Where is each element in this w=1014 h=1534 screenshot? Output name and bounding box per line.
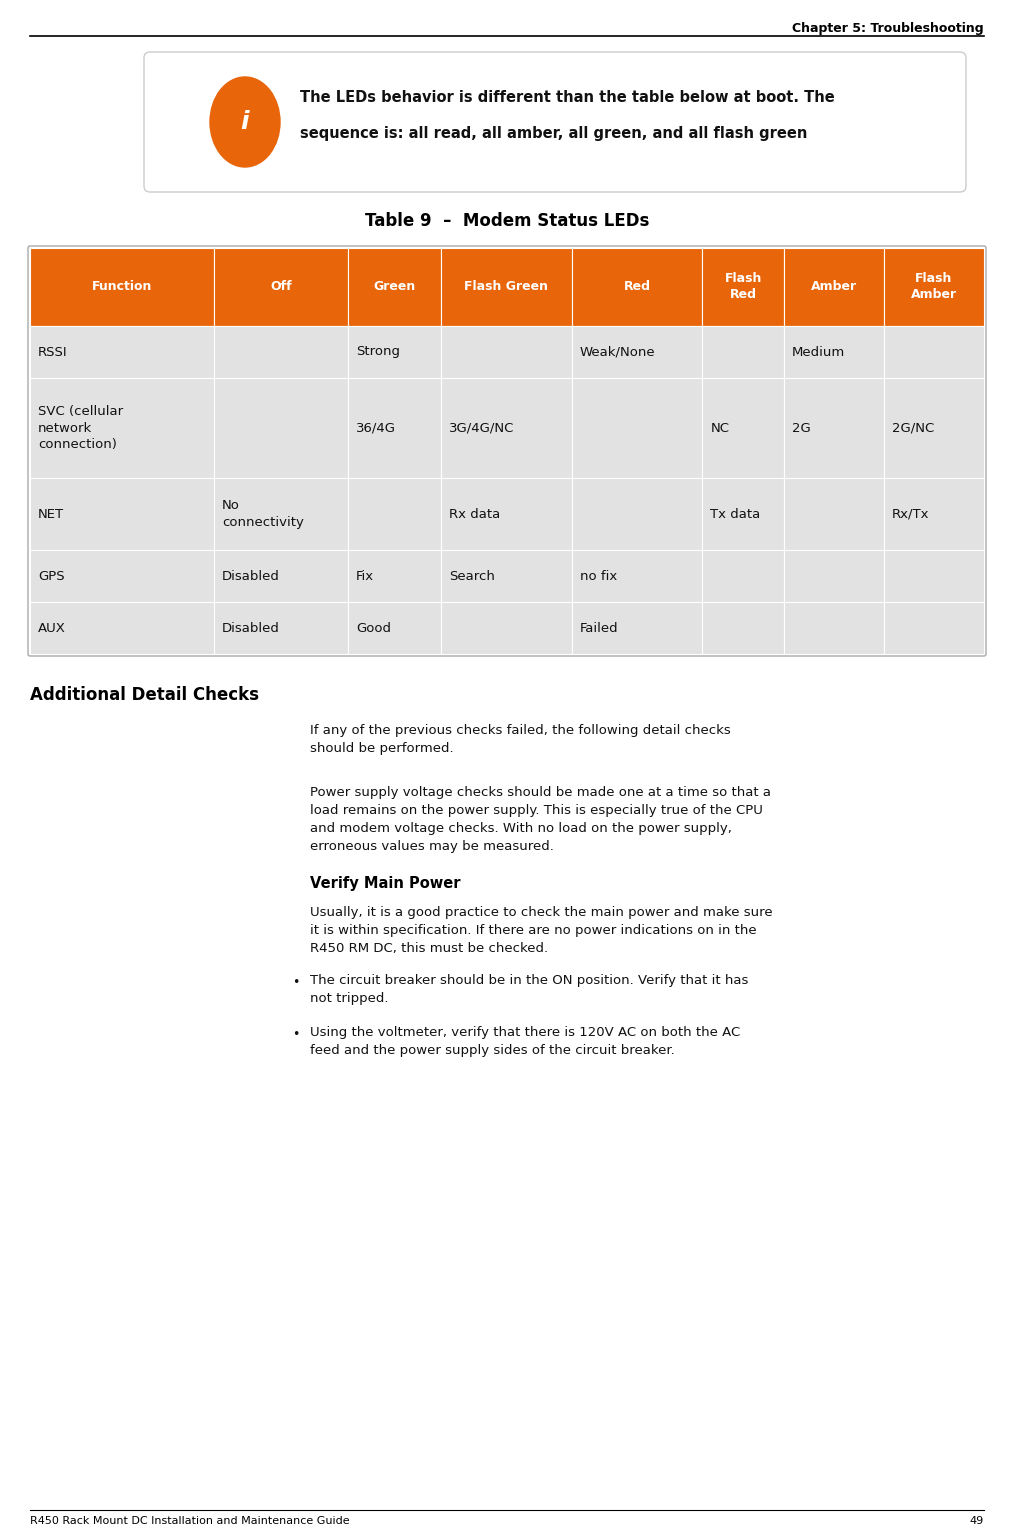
Bar: [441, 551, 572, 601]
Bar: [348, 377, 441, 479]
Bar: [572, 601, 703, 653]
Bar: [30, 601, 214, 653]
Text: The LEDs behavior is different than the table below at boot. The: The LEDs behavior is different than the …: [300, 91, 835, 104]
Bar: [884, 479, 984, 551]
Bar: [572, 479, 703, 551]
Text: Off: Off: [270, 281, 292, 293]
Text: •: •: [292, 976, 299, 989]
Bar: [884, 327, 984, 377]
Text: Medium: Medium: [792, 345, 846, 359]
Bar: [703, 551, 784, 601]
Text: Additional Detail Checks: Additional Detail Checks: [30, 686, 259, 704]
Bar: [441, 377, 572, 479]
Text: Flash
Amber: Flash Amber: [911, 273, 957, 302]
Text: Verify Main Power: Verify Main Power: [310, 876, 460, 891]
Bar: [784, 551, 884, 601]
Text: GPS: GPS: [38, 569, 65, 583]
Text: RSSI: RSSI: [38, 345, 68, 359]
Text: •: •: [292, 1028, 299, 1042]
Text: Green: Green: [373, 281, 416, 293]
Text: Good: Good: [356, 621, 391, 635]
Bar: [348, 479, 441, 551]
Bar: [214, 249, 348, 327]
Text: i: i: [240, 110, 249, 133]
Text: Amber: Amber: [811, 281, 857, 293]
Bar: [784, 249, 884, 327]
Bar: [441, 601, 572, 653]
Text: R450 Rack Mount DC Installation and Maintenance Guide: R450 Rack Mount DC Installation and Main…: [30, 1516, 350, 1526]
Text: Disabled: Disabled: [222, 569, 280, 583]
Text: Power supply voltage checks should be made one at a time so that a
load remains : Power supply voltage checks should be ma…: [310, 785, 771, 853]
Text: Disabled: Disabled: [222, 621, 280, 635]
Bar: [348, 249, 441, 327]
Bar: [441, 249, 572, 327]
Text: 2G: 2G: [792, 422, 811, 434]
Bar: [572, 327, 703, 377]
Bar: [784, 479, 884, 551]
Text: Failed: Failed: [580, 621, 619, 635]
Bar: [30, 327, 214, 377]
FancyBboxPatch shape: [144, 52, 966, 192]
Bar: [214, 377, 348, 479]
Bar: [441, 327, 572, 377]
Text: The circuit breaker should be in the ON position. Verify that it has
not tripped: The circuit breaker should be in the ON …: [310, 974, 748, 1005]
Text: 2G/NC: 2G/NC: [892, 422, 934, 434]
Text: Weak/None: Weak/None: [580, 345, 655, 359]
Text: Strong: Strong: [356, 345, 400, 359]
Text: Fix: Fix: [356, 569, 374, 583]
Bar: [214, 551, 348, 601]
Text: Flash
Red: Flash Red: [725, 273, 762, 302]
Bar: [348, 601, 441, 653]
Bar: [703, 327, 784, 377]
Bar: [784, 377, 884, 479]
Text: Usually, it is a good practice to check the main power and make sure
it is withi: Usually, it is a good practice to check …: [310, 907, 773, 956]
Text: Table 9  –  Modem Status LEDs: Table 9 – Modem Status LEDs: [365, 212, 649, 230]
Bar: [884, 377, 984, 479]
Bar: [884, 601, 984, 653]
Text: Rx data: Rx data: [449, 508, 500, 520]
Text: NET: NET: [38, 508, 64, 520]
Bar: [884, 249, 984, 327]
Text: Flash Green: Flash Green: [464, 281, 549, 293]
Text: 3G/4G/NC: 3G/4G/NC: [449, 422, 514, 434]
Bar: [30, 551, 214, 601]
Bar: [30, 377, 214, 479]
Bar: [784, 327, 884, 377]
Text: Chapter 5: Troubleshooting: Chapter 5: Troubleshooting: [792, 21, 984, 35]
Text: sequence is: all read, all amber, all green, and all flash green: sequence is: all read, all amber, all gr…: [300, 126, 807, 141]
Text: 36/4G: 36/4G: [356, 422, 396, 434]
Text: Using the voltmeter, verify that there is 120V AC on both the AC
feed and the po: Using the voltmeter, verify that there i…: [310, 1026, 740, 1057]
Bar: [572, 551, 703, 601]
Bar: [30, 249, 214, 327]
Text: Tx data: Tx data: [711, 508, 760, 520]
Bar: [214, 327, 348, 377]
Text: 49: 49: [969, 1516, 984, 1526]
Bar: [703, 249, 784, 327]
Text: If any of the previous checks failed, the following detail checks
should be perf: If any of the previous checks failed, th…: [310, 724, 731, 755]
Text: Rx/Tx: Rx/Tx: [892, 508, 930, 520]
Bar: [703, 377, 784, 479]
Bar: [884, 551, 984, 601]
Bar: [348, 327, 441, 377]
Bar: [348, 551, 441, 601]
Text: Function: Function: [92, 281, 152, 293]
Text: AUX: AUX: [38, 621, 66, 635]
Bar: [784, 601, 884, 653]
Text: Search: Search: [449, 569, 495, 583]
Text: Red: Red: [624, 281, 651, 293]
Bar: [30, 479, 214, 551]
Bar: [572, 249, 703, 327]
Bar: [214, 601, 348, 653]
Text: SVC (cellular
network
connection): SVC (cellular network connection): [38, 405, 123, 451]
Bar: [703, 601, 784, 653]
Ellipse shape: [210, 77, 280, 167]
Bar: [441, 479, 572, 551]
Text: NC: NC: [711, 422, 729, 434]
Bar: [703, 479, 784, 551]
Text: no fix: no fix: [580, 569, 617, 583]
Bar: [572, 377, 703, 479]
Text: No
connectivity: No connectivity: [222, 499, 304, 529]
Bar: [214, 479, 348, 551]
